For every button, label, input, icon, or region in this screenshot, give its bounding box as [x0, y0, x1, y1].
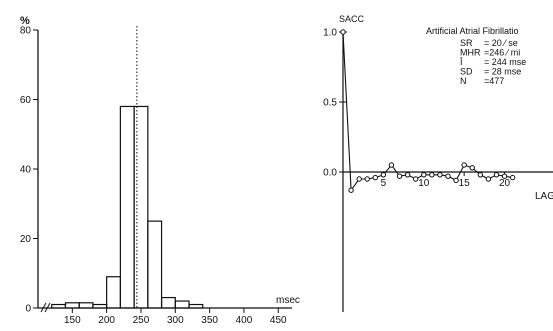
autocorrelation-x-tick-label: 15 [459, 178, 471, 189]
autocorrelation-point [372, 174, 379, 181]
histogram-y-tick-label: 40 [20, 165, 32, 176]
histogram-bar [78, 302, 94, 309]
histogram-axes [37, 30, 292, 313]
histogram-bars [51, 105, 204, 309]
autocorrelation-y-tick-label: 0.0 [323, 168, 337, 179]
histogram-x-tick-label: 200 [98, 315, 115, 326]
histogram-x-tick-label: 400 [236, 315, 253, 326]
histogram-bar [64, 302, 80, 309]
histogram-x-tick-label: 250 [133, 315, 150, 326]
autocorrelation-point [429, 172, 435, 178]
annotation-line-label: Ī [460, 57, 463, 67]
autocorrelation-point [404, 172, 411, 178]
histogram-x-tick-label: 300 [167, 315, 184, 326]
autocorrelation-point [340, 29, 346, 35]
annotation-line-label: SR [460, 38, 473, 48]
autocorrelation-series [340, 29, 516, 193]
histogram-bar [133, 105, 149, 309]
autocorrelation-point [453, 177, 459, 184]
autocorrelation-point [501, 173, 508, 179]
annotation-line-label: MHR [460, 48, 481, 58]
autocorrelation-x-axis-label: LAG [535, 191, 553, 202]
autocorrelation-point [396, 173, 403, 179]
histogram-x-tick-label: 350 [201, 315, 218, 326]
autocorrelation-point [461, 162, 467, 168]
histogram-x-tick-label: 450 [270, 315, 287, 326]
annotation-line-value: = 20 ⁄ se [484, 38, 518, 48]
autocorrelation-x-tick-label: 20 [499, 178, 511, 189]
annotation-title: Artificial Atrial Fibrillatio [426, 26, 519, 36]
autocorrelation-point [364, 176, 370, 182]
histogram-x-tick-label: 150 [64, 315, 81, 326]
autocorrelation-point [421, 172, 427, 178]
autocorrelation-point [477, 172, 484, 178]
autocorrelation-x-tick-label: 10 [418, 178, 430, 189]
histogram-bar [174, 300, 190, 309]
autocorrelation-point [509, 174, 516, 181]
histogram-y-unit-label: % [20, 15, 30, 27]
statistics-annotation: Artificial Atrial Fibrillatio SR = 20 ⁄ s… [426, 26, 526, 86]
histogram-bar [147, 220, 163, 309]
histogram-chart: % msec 0 20 40 60 80 150 200 250 300 350 400 450 [20, 15, 300, 326]
annotation-line-value: = 28 mse [484, 67, 521, 77]
annotation-line-value: =477 [484, 76, 504, 86]
autocorrelation-point [437, 172, 443, 178]
histogram-bar [119, 105, 135, 309]
annotation-line-label: N [460, 76, 467, 86]
histogram-ticks: 0 20 40 60 80 150 200 250 300 350 400 450 [20, 26, 287, 327]
autocorrelation-point [445, 173, 451, 179]
annotation-line-label: SD [460, 67, 473, 77]
histogram-y-tick-label: 0 [25, 304, 31, 315]
autocorrelation-y-tick-label: 1.0 [323, 28, 337, 39]
histogram-bar [106, 276, 121, 309]
autocorrelation-line [342, 31, 513, 192]
histogram-y-tick-label: 80 [20, 26, 32, 37]
autocorrelation-chart: SACC LAG 1.0 0.5 0.0 5 10 15 20 [323, 14, 553, 312]
autocorrelation-point [356, 176, 362, 182]
annotation-line-value: = 244 mse [484, 57, 526, 67]
autocorrelation-axes [342, 32, 553, 312]
histogram-axis-break-mark [40, 302, 47, 313]
histogram-x-unit-label: msec [276, 295, 300, 306]
autocorrelation-x-tick-label: 5 [381, 178, 387, 189]
autocorrelation-point [388, 162, 395, 168]
autocorrelation-ticks: 1.0 0.5 0.0 5 10 15 20 [323, 28, 510, 190]
autocorrelation-point [469, 165, 475, 171]
autocorrelation-point [412, 176, 419, 182]
autocorrelation-point [380, 172, 387, 178]
autocorrelation-point [348, 187, 354, 193]
autocorrelation-y-tick-label: 0.5 [323, 98, 337, 109]
histogram-y-tick-label: 20 [20, 234, 32, 245]
histogram-bar [160, 296, 176, 309]
autocorrelation-top-label: SACC [339, 14, 365, 24]
annotation-line-value: =246 ⁄ mi [484, 48, 520, 58]
histogram-axis-break-mark [44, 302, 51, 313]
autocorrelation-point [493, 172, 500, 178]
autocorrelation-point [485, 176, 492, 182]
histogram-y-tick-label: 60 [20, 95, 32, 106]
